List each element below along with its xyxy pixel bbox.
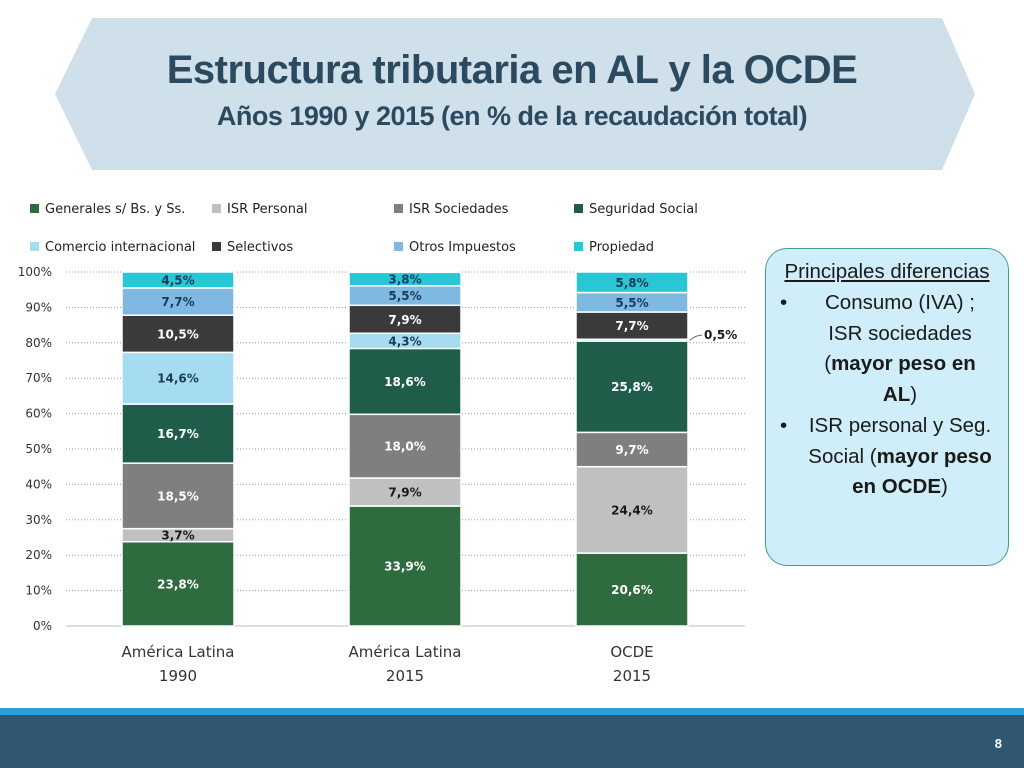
note-bullet-close: ) [910, 383, 918, 406]
legend-label: Seguridad Social [589, 202, 698, 217]
data-label: 18,5% [157, 489, 199, 503]
legend-label: Selectivos [227, 240, 293, 255]
bar-segment [121, 351, 235, 405]
data-label: 4,3% [388, 334, 421, 348]
legend-swatch [30, 204, 39, 213]
bar-segment [348, 304, 462, 334]
note-bullet-emphasis: mayor peso en OCDE [852, 444, 992, 499]
banner-shape [55, 18, 975, 170]
data-label: 4,5% [161, 273, 194, 287]
bar-segment [575, 431, 689, 468]
data-label: 24,4% [611, 503, 653, 517]
note-bullet-emphasis: mayor peso en AL [831, 352, 976, 406]
note-bullet: • Consumo (IVA) ; ISR sociedades (mayor … [780, 288, 994, 411]
data-label: 5,8% [615, 276, 648, 290]
data-label: 33,9% [384, 559, 426, 573]
legend-swatch [394, 204, 403, 213]
data-label: 14,6% [157, 372, 199, 386]
x-category-label: América Latina [122, 643, 235, 661]
y-tick-label: 50% [25, 442, 52, 456]
chart-legend: Generales s/ Bs. y Ss. ISR Personal ISR So… [30, 202, 698, 255]
legend-swatch [574, 242, 583, 251]
note-bullet: • ISR personal y Seg. Social (mayor peso… [780, 411, 994, 503]
legend-swatch [394, 242, 403, 251]
note-bullet-text: ISR personal y Seg. Social ( [808, 413, 992, 468]
data-label: 7,7% [161, 295, 194, 309]
y-tick-label: 100% [18, 265, 52, 279]
stacked-bar-chart: Generales s/ Bs. y Ss. ISR Personal ISR So… [18, 202, 745, 685]
x-category-label: América Latina [349, 643, 462, 661]
footer-bar [0, 715, 1024, 768]
bar-segment [348, 505, 462, 627]
data-label: 7,7% [615, 319, 648, 333]
y-tick-label: 40% [25, 477, 52, 491]
data-label: 3,8% [388, 273, 421, 287]
y-tick-label: 60% [25, 407, 52, 421]
data-label: 25,8% [611, 380, 653, 394]
bar-segment [121, 287, 235, 316]
bar-segment [348, 347, 462, 416]
data-label: 20,6% [611, 583, 653, 597]
data-label: 0,5% [704, 328, 737, 342]
data-label: 23,8% [157, 577, 199, 591]
bar-segment [121, 271, 235, 289]
bullet-icon: • [780, 290, 788, 314]
legend-label: Propiedad [589, 240, 654, 255]
x-category-label: OCDE [610, 643, 653, 661]
page-number: 8 [994, 736, 1002, 751]
slide-title: Estructura tributaria en AL y la OCDE [166, 48, 858, 92]
x-axis: América Latina 1990 América Latina 2015 OCDE… [122, 643, 654, 685]
legend-label: Comercio internacional [45, 240, 195, 255]
legend-label: Generales s/ Bs. y Ss. [45, 202, 185, 217]
y-tick-label: 20% [25, 548, 52, 562]
y-tick-label: 70% [25, 371, 52, 385]
x-category-label: 1990 [159, 667, 197, 685]
slide-subtitle: Años 1990 y 2015 (en % de la recaudación… [216, 101, 808, 131]
bar-segment [121, 462, 235, 530]
y-axis: 0% 10% 20% 30% 40% 50% 60% 70% 80% 90% 100% [18, 265, 52, 633]
data-label: 18,0% [384, 440, 426, 454]
x-category-label: 2015 [386, 667, 424, 685]
bar-segment [348, 271, 462, 287]
legend-swatch [212, 242, 221, 251]
legend-label: ISR Personal [227, 202, 308, 217]
y-tick-label: 30% [25, 513, 52, 527]
y-tick-label: 80% [25, 336, 52, 350]
bar-segment [575, 340, 689, 434]
data-label: 16,7% [157, 427, 199, 441]
data-label: 3,7% [161, 529, 194, 543]
note-bullet-close: ) [941, 475, 948, 499]
data-label: 5,5% [388, 289, 421, 303]
note-heading: Principales diferencias [784, 260, 990, 283]
data-label: 7,9% [388, 486, 421, 500]
legend-label: Otros Impuestos [409, 240, 516, 255]
chart-bars: 23,8% 3,7% 18,5% 16,7% 14,6% 10,5% 7,7% 4,5% 33,… [121, 271, 737, 627]
differences-note-box: Principales diferencias • Consumo (IVA) … [765, 248, 1009, 566]
footer-stripe [0, 708, 1024, 715]
legend-label: ISR Sociedades [409, 202, 509, 217]
title-banner [55, 18, 975, 170]
bar-segment [348, 477, 462, 507]
bar-segment [575, 311, 689, 341]
data-label: 10,5% [157, 327, 199, 341]
y-tick-label: 0% [33, 619, 52, 633]
y-tick-label: 90% [25, 300, 52, 314]
y-tick-label: 10% [25, 584, 52, 598]
legend-swatch [574, 204, 583, 213]
note-bullet-text: Consumo (IVA) ; ISR sociedades ( [824, 290, 975, 376]
legend-swatch [30, 242, 39, 251]
bar-segment [121, 540, 235, 627]
data-label: 9,7% [615, 443, 648, 457]
legend-swatch [212, 204, 221, 213]
bullet-icon: • [780, 413, 788, 437]
data-label: 7,9% [388, 313, 421, 327]
bar-segment [575, 271, 689, 294]
data-label: 5,5% [615, 296, 648, 310]
data-label: 18,6% [384, 375, 426, 389]
x-category-label: 2015 [613, 667, 651, 685]
data-label-leader [689, 334, 703, 341]
